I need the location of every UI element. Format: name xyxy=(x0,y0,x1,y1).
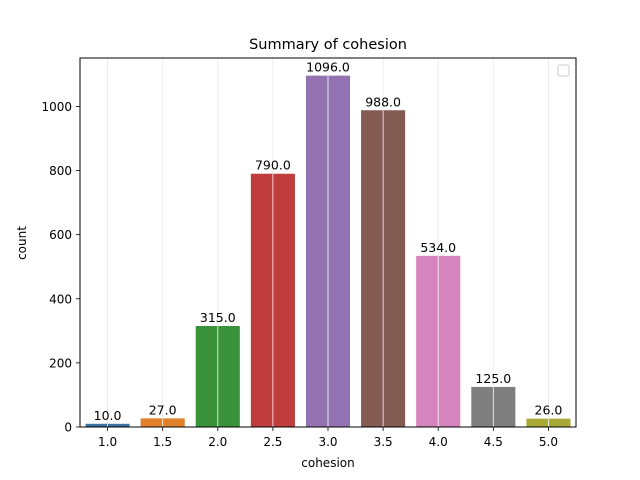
x-axis-label: cohesion xyxy=(301,456,354,470)
data-label-3.0: 1096.0 xyxy=(306,60,350,75)
y-tick-label-1000: 1000 xyxy=(41,100,72,114)
data-labels: 10.0 27.0 315.0 790.0 1096.0 988.0 534.0 125.0 2… xyxy=(94,60,563,423)
x-tick-label-5.0: 5.0 xyxy=(539,435,558,449)
x-tick-label-4.0: 4.0 xyxy=(429,435,448,449)
plot-frame xyxy=(79,57,577,428)
data-label-2.5: 790.0 xyxy=(255,158,291,173)
x-tick-label-1.5: 1.5 xyxy=(153,435,172,449)
data-label-1.0: 10.0 xyxy=(94,408,122,423)
data-label-2.0: 315.0 xyxy=(200,310,236,325)
y-axis-ticks: 0 200 400 600 800 1000 xyxy=(41,100,80,435)
data-label-1.5: 27.0 xyxy=(149,402,177,417)
data-label-4.5: 125.0 xyxy=(475,371,511,386)
bar-dividers xyxy=(107,75,549,427)
x-tick-label-1.0: 1.0 xyxy=(98,435,117,449)
x-tick-label-2.5: 2.5 xyxy=(263,435,282,449)
y-tick-label-800: 800 xyxy=(49,164,72,178)
data-label-3.5: 988.0 xyxy=(365,94,401,109)
chart-title: Summary of cohesion xyxy=(249,37,407,53)
y-tick-label-0: 0 xyxy=(64,421,72,435)
x-tick-label-4.5: 4.5 xyxy=(484,435,503,449)
x-tick-label-3.0: 3.0 xyxy=(318,435,337,449)
y-tick-label-400: 400 xyxy=(49,292,72,306)
legend-box xyxy=(557,64,570,77)
y-axis-label: count xyxy=(15,226,29,260)
x-tick-label-3.5: 3.5 xyxy=(374,435,393,449)
data-label-4.0: 534.0 xyxy=(420,240,456,255)
x-axis-ticks: 1.0 1.5 2.0 2.5 3.0 3.5 4.0 4.5 5.0 xyxy=(98,427,558,449)
y-tick-label-600: 600 xyxy=(49,228,72,242)
y-tick-label-200: 200 xyxy=(49,356,72,370)
x-tick-label-2.0: 2.0 xyxy=(208,435,227,449)
data-label-5.0: 26.0 xyxy=(535,403,563,418)
